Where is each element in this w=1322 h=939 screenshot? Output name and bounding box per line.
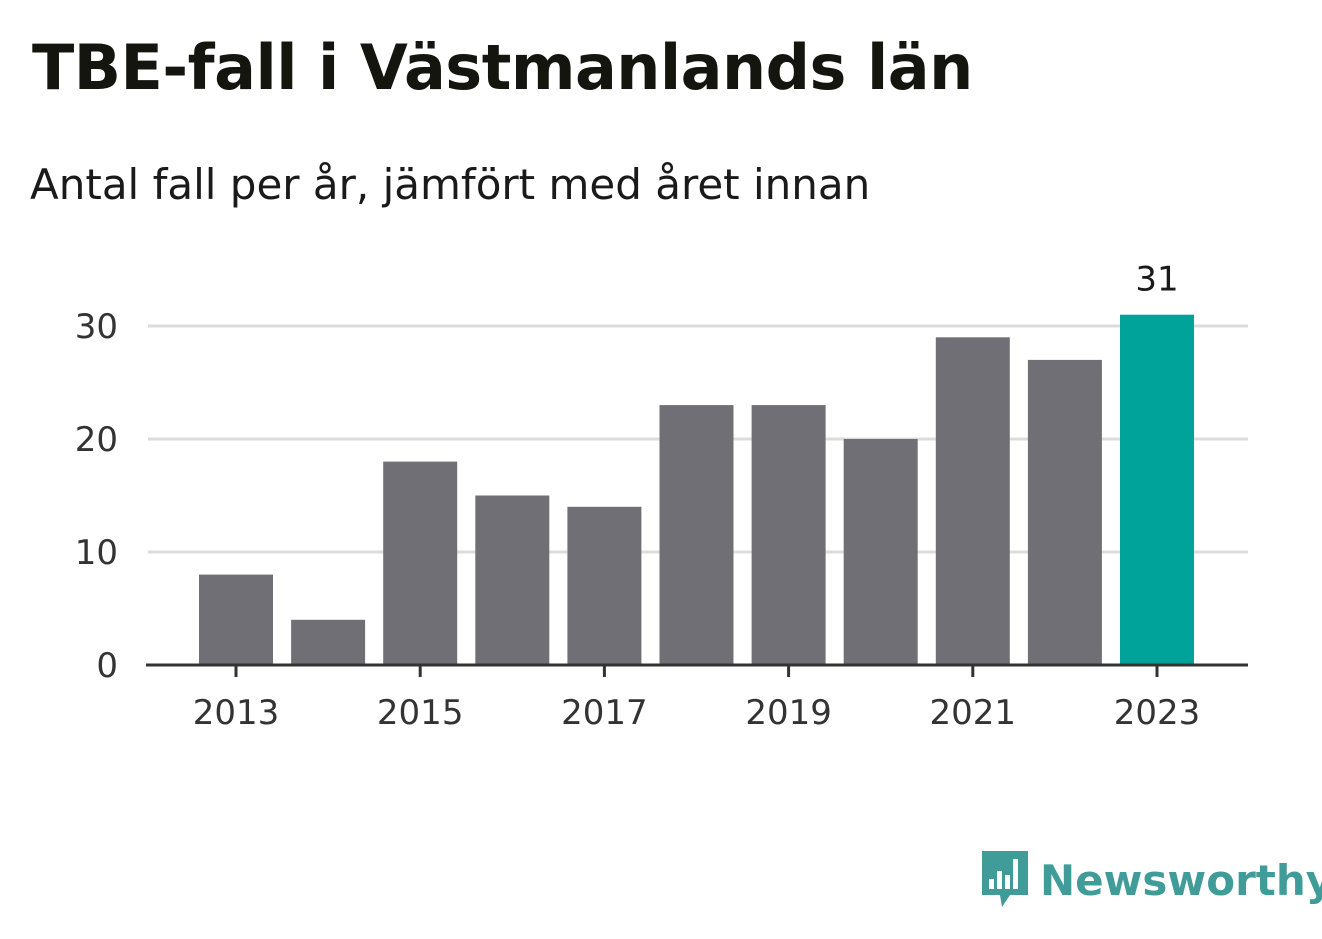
y-tick-label: 10 <box>75 533 118 573</box>
brand-logo: Newsworthy <box>980 848 1322 912</box>
bar <box>659 405 734 665</box>
x-tick-label: 2017 <box>561 693 648 733</box>
bar <box>843 439 918 665</box>
data-labels: 31 <box>1135 260 1178 300</box>
bar <box>751 405 826 665</box>
x-tick-label: 2021 <box>930 693 1017 733</box>
bar <box>1120 314 1194 665</box>
y-tick-label: 20 <box>75 420 118 460</box>
bar <box>1027 359 1102 665</box>
bar <box>291 619 366 665</box>
x-tick-label: 2013 <box>193 693 280 733</box>
y-axis-labels: 0 10 20 30 <box>75 307 118 686</box>
bar <box>567 506 642 665</box>
newsworthy-logo-icon <box>982 851 1028 907</box>
x-tick-label: 2015 <box>377 693 464 733</box>
bar <box>935 337 1010 665</box>
y-tick-label: 30 <box>75 307 118 347</box>
x-tick-label: 2019 <box>745 693 832 733</box>
bar-chart: 0 10 20 30 2013 2015 2017 2019 2021 2023 31 <box>75 260 1248 733</box>
data-label: 31 <box>1135 260 1178 300</box>
chart-title: TBE-fall i Västmanlands län <box>32 31 973 104</box>
bar <box>475 495 550 665</box>
bars <box>199 314 1194 665</box>
x-axis-labels: 2013 2015 2017 2019 2021 2023 <box>193 693 1201 733</box>
y-tick-label: 0 <box>96 646 118 686</box>
bar <box>199 574 273 665</box>
brand-name: Newsworthy <box>1040 855 1322 905</box>
x-axis <box>146 663 1248 677</box>
x-tick-label: 2023 <box>1114 693 1201 733</box>
bar <box>383 461 458 665</box>
chart-subtitle: Antal fall per år, jämfört med året inna… <box>30 160 871 209</box>
